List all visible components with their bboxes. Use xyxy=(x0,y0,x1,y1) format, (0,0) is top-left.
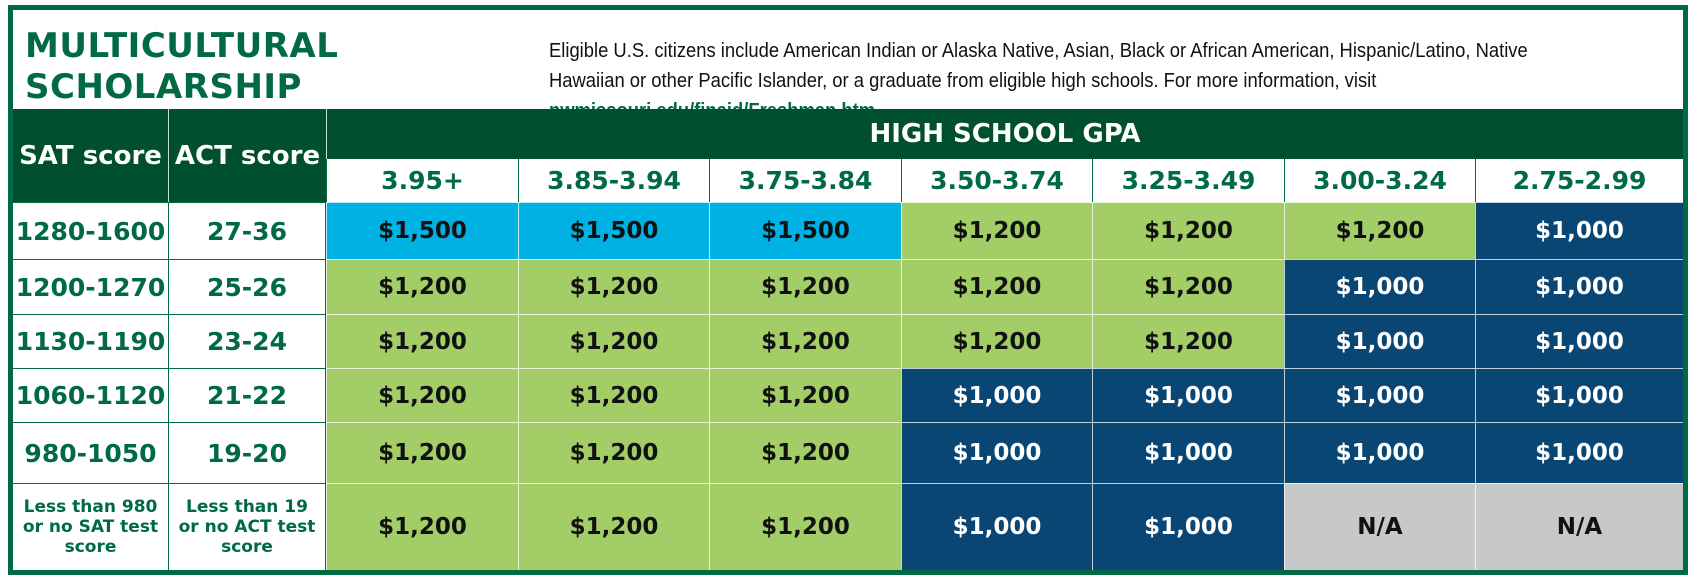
title-line-2: SCHOLARSHIP xyxy=(25,67,302,107)
sat-range-cell: 1060-1120 xyxy=(13,368,169,422)
award-amount-cell: $1,500 xyxy=(326,202,518,259)
award-amount-cell: $1,200 xyxy=(1092,259,1284,314)
gpa-header: HIGH SCHOOL GPA xyxy=(326,109,1683,159)
award-amount-cell: $1,200 xyxy=(1092,202,1284,259)
award-amount-cell: $1,000 xyxy=(1284,314,1475,368)
gpa-range-header: 3.50-3.74 xyxy=(901,159,1092,202)
award-amount-cell: $1,000 xyxy=(1475,314,1683,368)
award-amount-cell: $1,500 xyxy=(709,202,901,259)
act-range-cell: 21-22 xyxy=(169,368,326,422)
gpa-range-header: 2.75-2.99 xyxy=(1475,159,1683,202)
act-range-cell: 27-36 xyxy=(169,202,326,259)
award-amount-cell: $1,200 xyxy=(326,259,518,314)
award-amount-cell: $1,200 xyxy=(901,202,1092,259)
act-score-header: ACT score xyxy=(169,109,326,202)
award-amount-cell: $1,000 xyxy=(901,422,1092,483)
sat-range-cell: 1200-1270 xyxy=(13,259,169,314)
award-amount-cell: $1,000 xyxy=(1284,259,1475,314)
award-amount-cell: $1,000 xyxy=(1092,368,1284,422)
award-amount-cell: $1,200 xyxy=(1092,314,1284,368)
award-amount-cell: $1,200 xyxy=(709,314,901,368)
award-amount-cell: $1,500 xyxy=(518,202,709,259)
award-amount-cell: $1,200 xyxy=(518,422,709,483)
sat-range-cell: Less than 980 or no SAT test score xyxy=(13,483,169,570)
gpa-range-header: 3.25-3.49 xyxy=(1092,159,1284,202)
award-amount-cell: N/A xyxy=(1284,483,1475,570)
sat-range-cell: 1280-1600 xyxy=(13,202,169,259)
award-amount-cell: $1,000 xyxy=(1475,202,1683,259)
award-amount-cell: $1,000 xyxy=(1284,368,1475,422)
award-amount-cell: $1,200 xyxy=(326,314,518,368)
act-range-cell: 25-26 xyxy=(169,259,326,314)
award-amount-cell: $1,200 xyxy=(901,314,1092,368)
award-amount-cell: $1,200 xyxy=(518,483,709,570)
gpa-range-header: 3.85-3.94 xyxy=(518,159,709,202)
award-amount-cell: $1,000 xyxy=(901,483,1092,570)
sat-range-cell: 980-1050 xyxy=(13,422,169,483)
chart-header: MULTICULTURAL SCHOLARSHIP Eligible U.S. … xyxy=(13,10,1683,122)
award-amount-cell: $1,000 xyxy=(901,368,1092,422)
act-range-cell: 23-24 xyxy=(169,314,326,368)
award-amount-cell: $1,200 xyxy=(326,368,518,422)
award-table: SAT score ACT score HIGH SCHOOL GPA 3.95+ 3.… xyxy=(13,109,1683,570)
act-range-cell: 19-20 xyxy=(169,422,326,483)
eligibility-text: Eligible U.S. citizens include American … xyxy=(549,40,1528,92)
gpa-range-header: 3.75-3.84 xyxy=(709,159,901,202)
gpa-range-header: 3.95+ xyxy=(326,159,518,202)
award-amount-cell: $1,000 xyxy=(1475,259,1683,314)
award-amount-cell: N/A xyxy=(1475,483,1683,570)
sat-range-cell: 1130-1190 xyxy=(13,314,169,368)
award-amount-cell: $1,000 xyxy=(1475,368,1683,422)
award-amount-cell: $1,000 xyxy=(1475,422,1683,483)
award-amount-cell: $1,200 xyxy=(518,259,709,314)
award-amount-cell: $1,200 xyxy=(1284,202,1475,259)
title-line-1: MULTICULTURAL xyxy=(25,26,339,66)
gpa-range-header: 3.00-3.24 xyxy=(1284,159,1475,202)
scholarship-chart: MULTICULTURAL SCHOLARSHIP Eligible U.S. … xyxy=(8,5,1688,575)
award-amount-cell: $1,200 xyxy=(326,483,518,570)
award-amount-cell: $1,000 xyxy=(1092,422,1284,483)
award-amount-cell: $1,200 xyxy=(901,259,1092,314)
award-amount-cell: $1,200 xyxy=(709,259,901,314)
award-amount-cell: $1,200 xyxy=(709,368,901,422)
award-amount-cell: $1,200 xyxy=(518,368,709,422)
award-amount-cell: $1,000 xyxy=(1284,422,1475,483)
sat-score-header: SAT score xyxy=(13,109,169,202)
award-amount-cell: $1,200 xyxy=(326,422,518,483)
act-range-cell: Less than 19 or no ACT test score xyxy=(169,483,326,570)
award-amount-cell: $1,000 xyxy=(1092,483,1284,570)
award-amount-cell: $1,200 xyxy=(709,422,901,483)
award-amount-cell: $1,200 xyxy=(518,314,709,368)
award-amount-cell: $1,200 xyxy=(709,483,901,570)
